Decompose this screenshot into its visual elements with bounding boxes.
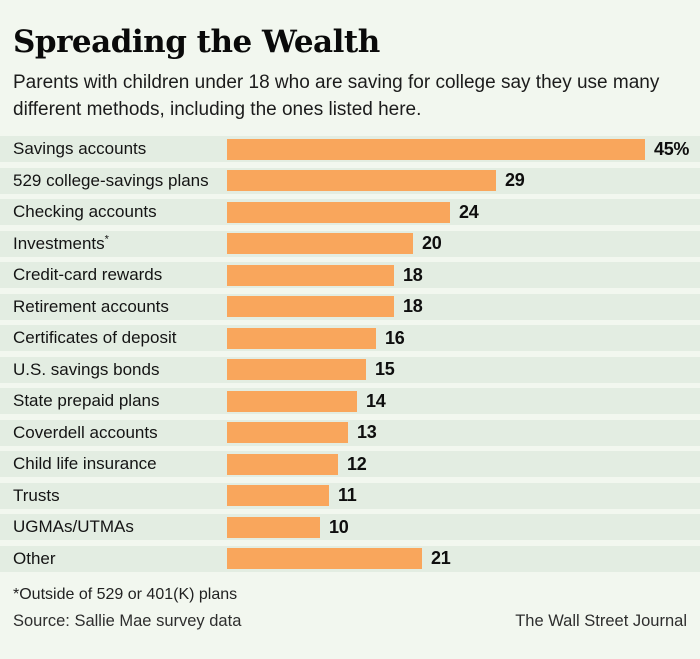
- bar: [227, 485, 329, 506]
- chart-subtitle: Parents with children under 18 who are s…: [13, 72, 660, 120]
- category-label: Trusts: [13, 485, 60, 505]
- bar: [227, 201, 450, 223]
- category-label: Investments*: [13, 232, 109, 253]
- bar: [227, 422, 348, 443]
- chart-row: Checking accounts 24: [0, 199, 700, 225]
- value-label: 21: [431, 548, 451, 568]
- chart-row: Investments* 20: [0, 230, 700, 257]
- value-label: 10: [329, 516, 349, 537]
- value-label: 29: [505, 170, 525, 190]
- bar: [227, 170, 496, 191]
- category-label: Retirement accounts: [13, 296, 169, 316]
- chart-row: Child life insurance 12: [0, 451, 700, 477]
- value-label: 20: [422, 233, 442, 253]
- bar: [227, 390, 357, 412]
- value-label: 18: [403, 264, 423, 285]
- bar-rows: Savings accounts 45% 529 college-savings p…: [0, 136, 700, 572]
- chart-row: Trusts 11: [0, 482, 700, 509]
- category-label: Child life insurance: [13, 454, 157, 473]
- footnote-asterisk: *: [104, 232, 109, 245]
- chart-row: Credit-card rewards 18: [0, 262, 700, 288]
- category-label: U.S. savings bonds: [13, 359, 160, 379]
- bar: [227, 516, 320, 538]
- value-label: 24: [459, 201, 479, 222]
- chart-footnote: *Outside of 529 or 401(K) plans: [13, 585, 238, 603]
- chart-row: Certificates of deposit 16: [0, 325, 700, 351]
- category-label: Credit-card rewards: [13, 265, 163, 284]
- chart-row: 529 college-savings plans 29: [0, 167, 700, 194]
- category-label: State prepaid plans: [13, 391, 160, 410]
- chart-row: Coverdell accounts 13: [0, 419, 700, 446]
- value-label: 15: [375, 359, 395, 379]
- value-label: 14: [366, 390, 386, 411]
- value-label: 18: [403, 296, 423, 316]
- category-label: Other: [13, 548, 56, 568]
- bar: [227, 548, 422, 569]
- bar: [227, 138, 645, 160]
- chart-row: U.S. savings bonds 15: [0, 356, 700, 383]
- chart-row: State prepaid plans 14: [0, 388, 700, 414]
- chart-title: Spreading the Wealth: [13, 24, 380, 60]
- source-text: Source: Sallie Mae survey data: [13, 611, 242, 630]
- source-line: Source: Sallie Mae survey data The Wall …: [0, 612, 700, 631]
- bar: [227, 359, 366, 380]
- category-label: Checking accounts: [13, 202, 157, 221]
- chart-row: Other 21: [0, 545, 700, 572]
- value-label: 13: [357, 422, 377, 442]
- value-label: 12: [347, 453, 367, 474]
- bar: [227, 233, 413, 254]
- bar: [227, 296, 394, 317]
- bar: [227, 327, 376, 349]
- category-label: Coverdell accounts: [13, 422, 158, 442]
- chart-header: Spreading the Wealth Parents with childr…: [0, 0, 700, 123]
- value-label: 16: [385, 327, 405, 348]
- category-label: 529 college-savings plans: [13, 170, 209, 190]
- credit-text: The Wall Street Journal: [515, 611, 687, 630]
- category-label: Savings accounts: [13, 139, 147, 158]
- category-label: UGMAs/UTMAs: [13, 517, 134, 536]
- bar: [227, 453, 338, 475]
- bar: [227, 264, 394, 286]
- value-label: 11: [338, 485, 357, 505]
- category-label: Certificates of deposit: [13, 328, 177, 347]
- chart-row: UGMAs/UTMAs 10: [0, 514, 700, 540]
- chart-row: Savings accounts 45%: [0, 136, 700, 162]
- value-label: 45%: [654, 138, 690, 159]
- chart-row: Retirement accounts 18: [0, 293, 700, 320]
